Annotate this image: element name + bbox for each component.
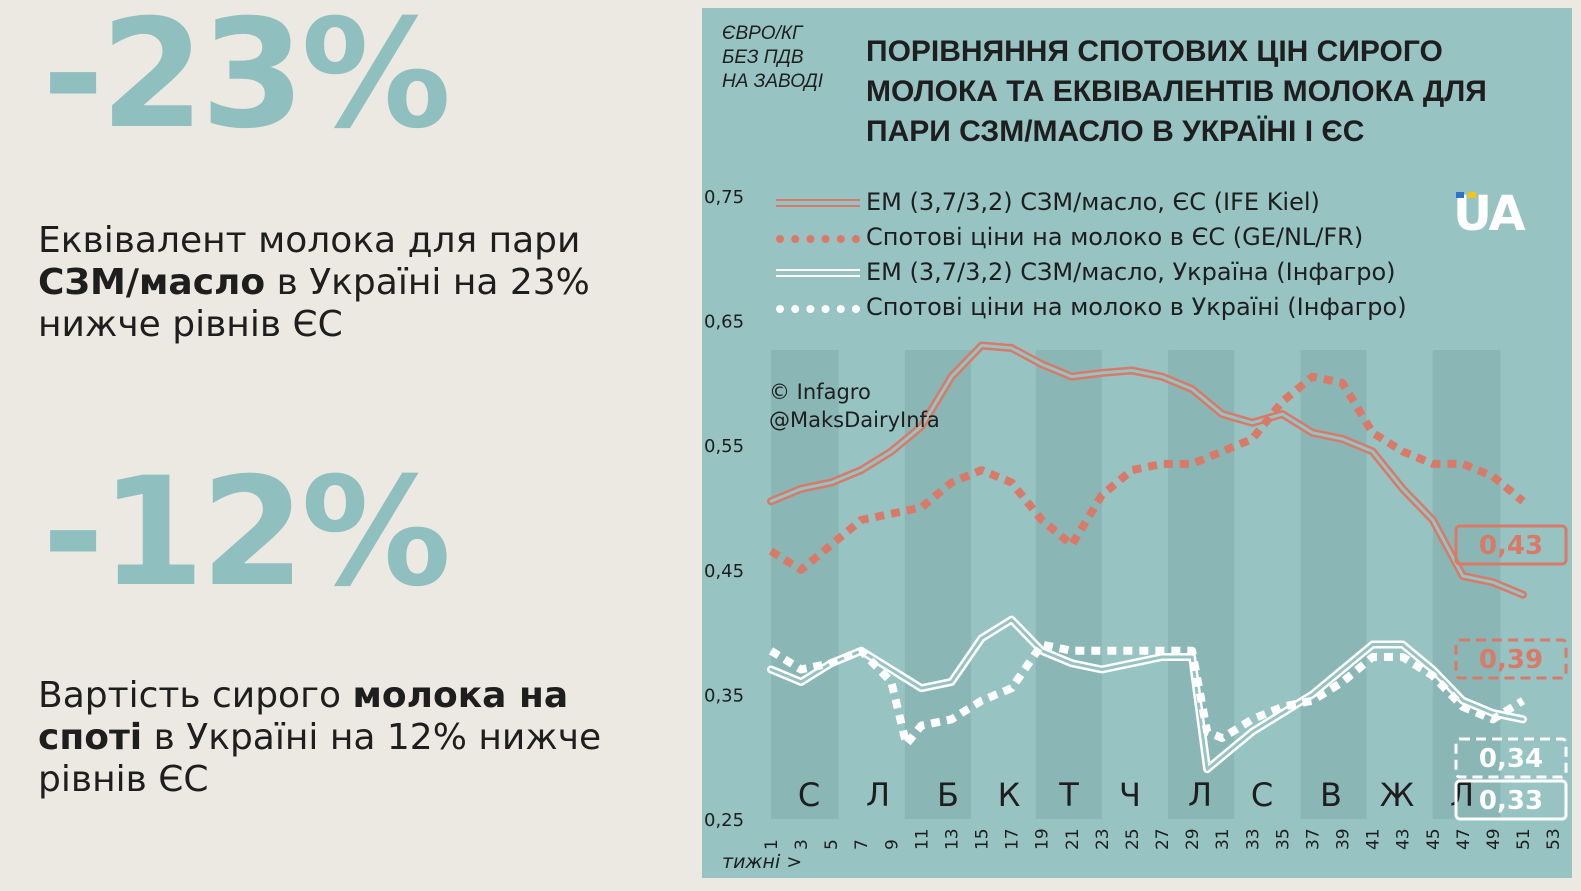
desc1-bold: СЗМ/масло bbox=[38, 262, 266, 303]
unit-label: ЄВРО/КГ БЕЗ ПДВ НА ЗАВОДІ bbox=[722, 22, 823, 94]
month-band bbox=[1035, 350, 1102, 819]
x-tick-label: 11 bbox=[912, 828, 932, 850]
x-tick-label: 51 bbox=[1514, 828, 1534, 850]
desc2-text-a: Вартість сирого bbox=[38, 675, 353, 716]
x-tick-label: 15 bbox=[973, 828, 993, 850]
x-tick-label: 41 bbox=[1364, 828, 1384, 850]
x-tick-label: 33 bbox=[1243, 828, 1263, 850]
end-value-box bbox=[1454, 737, 1568, 779]
x-tick-label: 7 bbox=[852, 839, 872, 850]
y-tick-label: 0,45 bbox=[704, 561, 744, 582]
desc1-text-a: Еквівалент молока для пари bbox=[38, 220, 581, 261]
month-label: Л bbox=[1188, 776, 1212, 814]
legend-swatch-ua-spot bbox=[776, 305, 860, 313]
stat-eu-gap-ratio: -23% bbox=[42, 0, 451, 162]
ua-flag-yellow bbox=[1468, 192, 1476, 198]
legend-label-ua-em: ЕМ (3,7/3,2) СЗМ/масло, Україна (Інфагро… bbox=[866, 258, 1396, 286]
unit-line-3: НА ЗАВОДІ bbox=[722, 71, 824, 92]
x-tick-label: 47 bbox=[1454, 828, 1474, 850]
legend-label-eu-em: ЕМ (3,7/3,2) СЗМ/масло, ЄС (IFE Kiel) bbox=[866, 188, 1320, 216]
legend-swatch-eu-spot bbox=[776, 235, 860, 243]
end-value-label: 0,43 bbox=[1479, 531, 1543, 561]
end-value-box bbox=[1454, 638, 1568, 680]
month-label: Т bbox=[1058, 776, 1079, 814]
x-tick-label: 21 bbox=[1063, 828, 1083, 850]
x-tick-label: 25 bbox=[1123, 828, 1143, 850]
series-line-dotted bbox=[768, 372, 1526, 574]
month-band bbox=[1300, 350, 1367, 819]
credit-line-1: © Infagro bbox=[769, 380, 871, 404]
x-tick-label: 13 bbox=[942, 828, 962, 850]
series-line-dotted bbox=[768, 640, 1526, 749]
y-tick-label: 0,35 bbox=[704, 685, 744, 706]
x-tick-label: 31 bbox=[1213, 828, 1233, 850]
month-label: Б bbox=[937, 776, 959, 814]
stat-spot-gap: -12% bbox=[42, 446, 451, 620]
chart-title: ПОРІВНЯННЯ СПОТОВИХ ЦІН СИРОГО МОЛОКА ТА… bbox=[866, 35, 1487, 148]
x-tick-label: 5 bbox=[822, 839, 842, 850]
desc2-text-b: в Україні на 12% нижче рівнів ЄС bbox=[38, 717, 602, 800]
unit-line-1: ЄВРО/КГ bbox=[722, 23, 803, 44]
month-label: Л bbox=[866, 776, 890, 814]
end-value-label: 0,39 bbox=[1479, 645, 1543, 675]
y-tick-label: 0,75 bbox=[704, 187, 744, 208]
month-label: К bbox=[998, 776, 1021, 814]
x-tick-label: 29 bbox=[1183, 828, 1203, 850]
x-tick-label: 27 bbox=[1153, 828, 1173, 850]
x-tick-label: 1 bbox=[762, 839, 782, 850]
left-summary: -23% Еквівалент молока для пари СЗМ/масл… bbox=[0, 0, 700, 891]
legend-label-eu-spot: Спотові ціни на молоко в ЄС (GE/NL/FR) bbox=[866, 223, 1364, 251]
y-tick-label: 0,55 bbox=[704, 436, 744, 457]
stat1-description: Еквівалент молока для пари СЗМ/масло в У… bbox=[38, 220, 658, 346]
legend-label-ua-spot: Спотові ціни на молоко в Україні (Інфагр… bbox=[866, 293, 1407, 321]
ua-logo-text: UA bbox=[1453, 186, 1526, 242]
month-band bbox=[771, 350, 839, 819]
month-label: Ж bbox=[1380, 776, 1414, 814]
legend-swatch-eu-em bbox=[776, 199, 860, 207]
series-line-inner bbox=[769, 618, 1525, 771]
desc2-bold: молока на споті bbox=[38, 675, 569, 758]
x-tick-label: 3 bbox=[792, 839, 812, 850]
x-tick-label: 35 bbox=[1273, 828, 1293, 850]
series-line-inner bbox=[769, 344, 1525, 597]
x-tick-label: 17 bbox=[1003, 828, 1023, 850]
x-tick-label: 53 bbox=[1544, 828, 1564, 850]
x-tick-label: 39 bbox=[1334, 828, 1354, 850]
y-tick-label: 0,25 bbox=[704, 810, 744, 831]
x-tick-label: 43 bbox=[1394, 828, 1414, 850]
chart-panel bbox=[702, 8, 1572, 878]
end-value-label: 0,33 bbox=[1479, 786, 1543, 816]
series-line-outer bbox=[767, 615, 1527, 774]
unit-line-2: БЕЗ ПДВ bbox=[722, 47, 804, 68]
x-axis-label: тижні > bbox=[722, 851, 802, 873]
y-tick-label: 0,65 bbox=[704, 312, 744, 333]
x-tick-label: 49 bbox=[1484, 828, 1504, 850]
legend-swatch-ua-em bbox=[776, 269, 860, 277]
credit-line-2: @MaksDairyInfa bbox=[769, 408, 940, 432]
desc1-text-b: в Україні на 23% нижче рівнів ЄС bbox=[38, 262, 590, 345]
x-tick-label: 23 bbox=[1093, 828, 1113, 850]
x-tick-label: 9 bbox=[882, 839, 902, 850]
chart-credit: © Infagro @MaksDairyInfa bbox=[769, 378, 940, 434]
ua-logo: UA bbox=[1453, 186, 1526, 242]
end-value-box bbox=[1454, 779, 1568, 821]
month-label: Ч bbox=[1119, 776, 1141, 814]
month-label: В bbox=[1320, 776, 1342, 814]
end-value-label: 0,34 bbox=[1479, 744, 1543, 774]
ua-flag-blue bbox=[1456, 192, 1464, 198]
x-tick-label: 45 bbox=[1424, 828, 1444, 850]
month-label: С bbox=[1251, 776, 1273, 814]
end-value-box bbox=[1454, 524, 1568, 566]
month-label: С bbox=[798, 776, 820, 814]
x-tick-label: 19 bbox=[1033, 828, 1053, 850]
stat2-description: Вартість сирого молока на споті в Україн… bbox=[38, 675, 658, 801]
x-tick-label: 37 bbox=[1303, 828, 1323, 850]
